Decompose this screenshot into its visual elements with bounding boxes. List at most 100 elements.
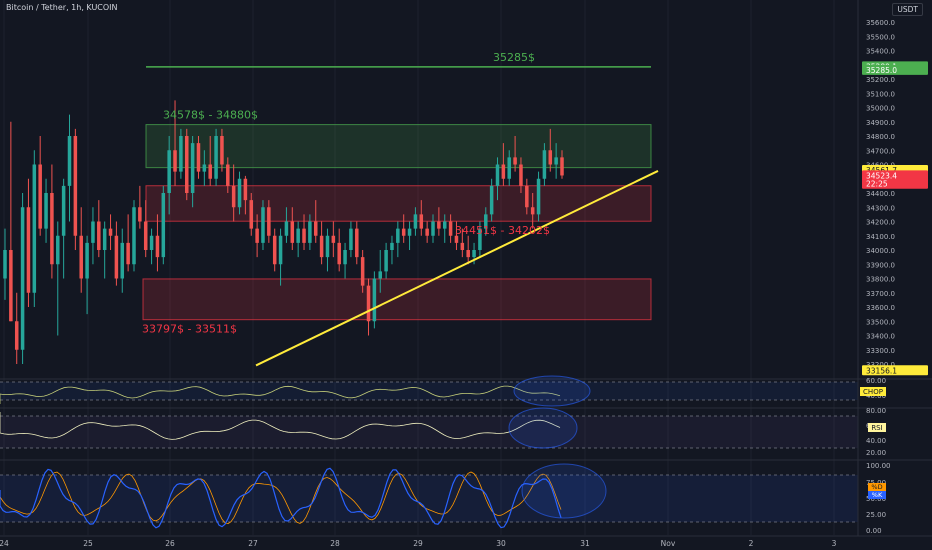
rsi-line [0, 412, 561, 440]
stoch-d-label-text: %D [871, 483, 882, 491]
price-tick-label: 35500.0 [866, 33, 895, 41]
candle-body [38, 164, 42, 229]
candle-body [108, 228, 113, 236]
candle-body [349, 228, 353, 250]
candles [3, 100, 564, 364]
price-tick-label: 35600.0 [866, 19, 895, 27]
candle-body [284, 221, 289, 236]
candle-body [530, 207, 535, 215]
candle-body [466, 250, 470, 258]
candle-body [360, 257, 365, 286]
candle-body [390, 242, 394, 250]
highlight-ellipse [521, 463, 607, 519]
time-tick-label: 2 [749, 539, 754, 548]
price-tag-text: 22:25 [866, 180, 888, 189]
stoch-k-label-text: %K [872, 491, 883, 499]
candle-body [272, 235, 277, 265]
candle-body [214, 136, 218, 179]
candle-body [67, 136, 72, 186]
price-tag-text: 33156.1 [866, 366, 897, 375]
candle-body [513, 157, 517, 165]
time-tick-label: 3 [832, 539, 837, 548]
indicator-panes: 60.0040.00CHOP80.0060.0040.0020.00RSI100… [0, 375, 932, 535]
price-tick-label: 34200.0 [866, 219, 895, 227]
candle-body [85, 242, 89, 279]
price-tick-label: 35100.0 [866, 90, 895, 98]
price-tick-label: 33300.0 [866, 347, 895, 355]
candle-body [249, 200, 254, 229]
stoch-d-line [0, 471, 562, 525]
candle-body [143, 221, 148, 250]
candle-body [79, 235, 83, 279]
candle-body [173, 150, 177, 172]
time-tick-label: 26 [165, 539, 175, 548]
indicator-tick-label: 100.00 [866, 462, 891, 470]
drawings: 35285$ 34578$ - 34880$ 34451$ - 34202$ 3379… [142, 51, 659, 367]
chop-label: CHOP [860, 387, 886, 396]
zone-box [145, 185, 652, 222]
candle-body [138, 207, 142, 222]
candle-body [331, 235, 336, 243]
candle-body [220, 136, 224, 165]
candle-body [536, 178, 541, 215]
vertical-grid [3, 0, 835, 535]
candle-body [401, 228, 406, 236]
indicator-tick-label: 0.00 [866, 527, 882, 535]
indicator-tick-label: 40.00 [866, 437, 886, 445]
candle-body [366, 285, 371, 322]
candle-body [120, 242, 125, 279]
indicator-tick-label: 25.00 [866, 511, 886, 519]
price-tag: 34523.4 [862, 170, 928, 181]
candle-body [337, 242, 341, 265]
price-tick-label: 33200.0 [866, 361, 895, 369]
candle-body [179, 136, 183, 172]
candle-body [302, 228, 306, 243]
price-tag-text: 34523.4 [866, 171, 897, 180]
price-tick-label: 34800.0 [866, 133, 895, 141]
currency-badge[interactable]: USDT [892, 3, 923, 16]
time-tick-label: Nov [661, 539, 676, 548]
candle-body [554, 157, 558, 165]
trend-line [255, 170, 659, 367]
price-tick-label: 33900.0 [866, 261, 895, 269]
price-tick-label: 34900.0 [866, 119, 895, 127]
price-tag: 33156.1 [862, 365, 928, 376]
candle-body [437, 221, 441, 229]
time-axis[interactable]: 24 25 26 27 28 29 30 31 Nov 2 3 [0, 535, 932, 548]
price-tick-label: 33400.0 [866, 333, 895, 341]
zone-box [142, 278, 652, 321]
time-tick-label: 27 [248, 539, 258, 548]
candle-body [61, 185, 66, 236]
candle-body [407, 228, 412, 236]
price-tick-label: 35200.0 [866, 76, 895, 84]
candle-body [97, 221, 101, 250]
candle-body [161, 193, 166, 258]
indicator-tick-label: 80.00 [866, 407, 886, 415]
price-tag-text: 35285.0 [866, 66, 897, 75]
price-tick-label: 35000.0 [866, 105, 895, 113]
candle-body [190, 143, 195, 193]
candle-body [489, 185, 494, 215]
candle-body [325, 235, 330, 258]
zone-label: 34578$ - 34880$ [163, 109, 258, 122]
candle-body [507, 157, 511, 179]
candle-body [278, 235, 283, 265]
time-tick-label: 30 [496, 539, 506, 548]
candle-body [308, 221, 312, 243]
zone-label: 34451$ - 34202$ [455, 224, 550, 237]
candle-body [149, 235, 154, 250]
symbol-title[interactable]: Bitcoin / Tether, 1h, KUCOIN [6, 3, 118, 12]
stoch-k-label: %K [868, 491, 886, 499]
candle-body [525, 185, 529, 208]
candle-body [202, 164, 207, 172]
candle-body [372, 278, 377, 322]
candle-body [267, 207, 271, 236]
candle-body [261, 207, 265, 243]
price-tick-label: 34700.0 [866, 147, 895, 155]
zones [142, 124, 652, 321]
candle-body [126, 242, 130, 265]
candle-body [548, 150, 553, 165]
